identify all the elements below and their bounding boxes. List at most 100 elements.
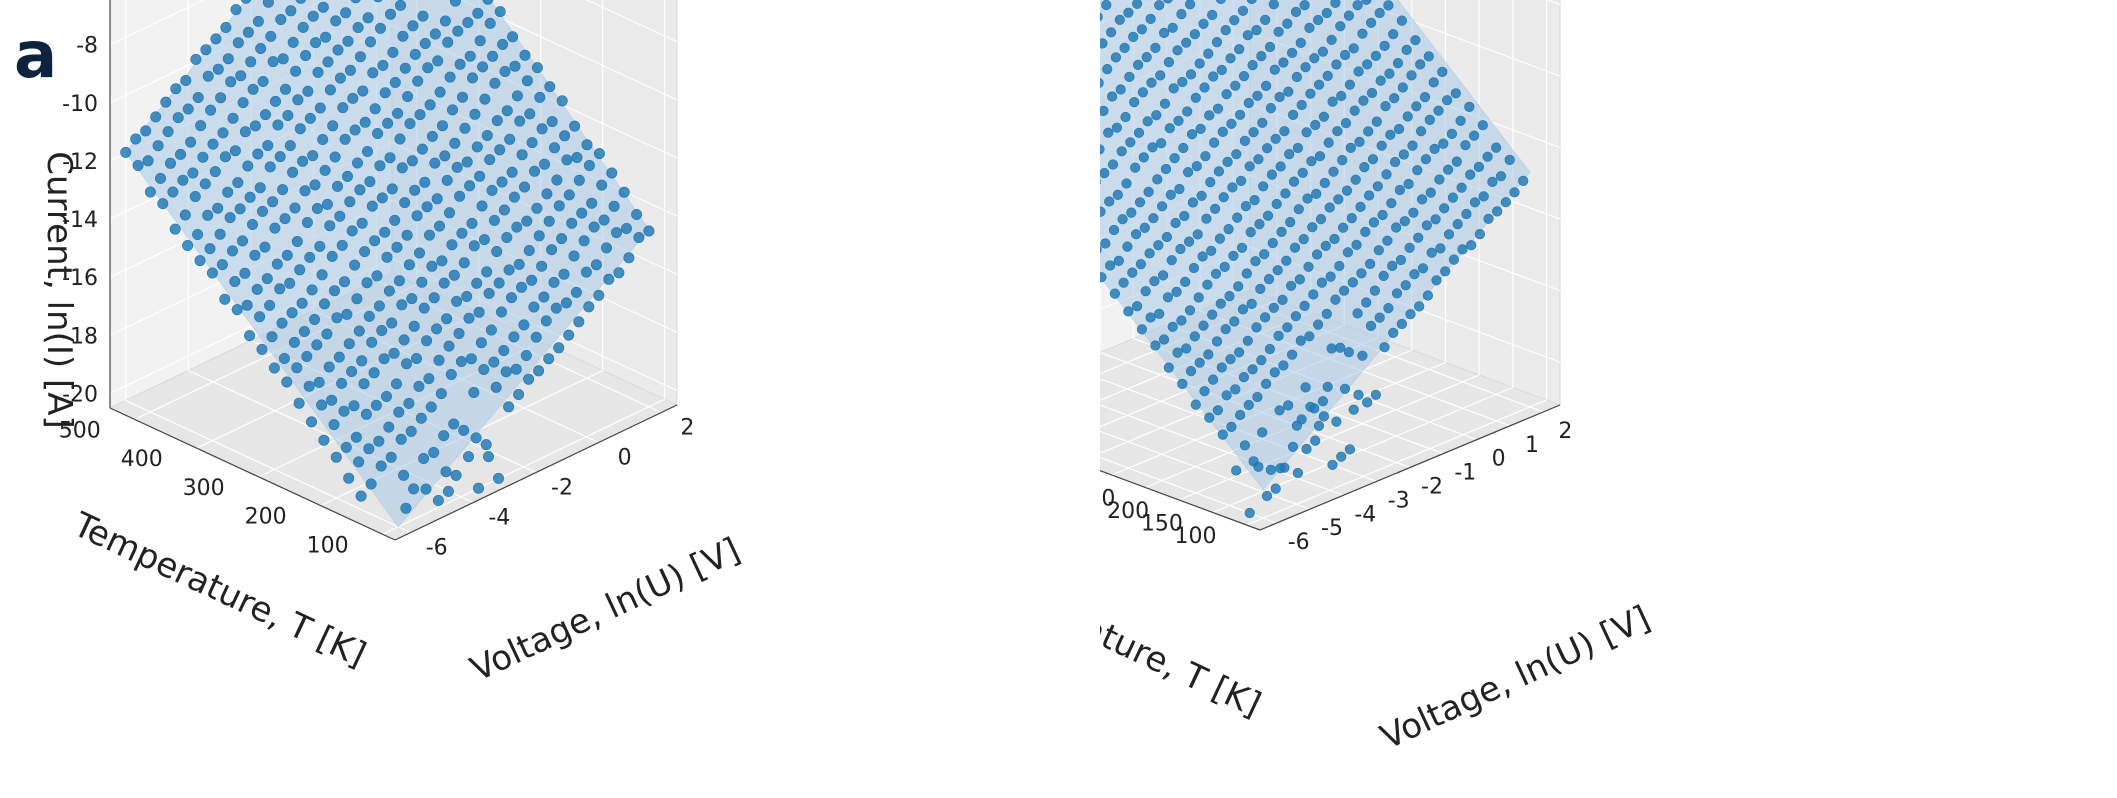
data-point	[353, 325, 365, 337]
data-point	[316, 399, 328, 411]
data-point	[553, 342, 565, 354]
data-point	[317, 1, 329, 13]
data-point	[1473, 161, 1485, 172]
y-axis-title: Temperature, T [K]	[1100, 554, 1267, 725]
data-point	[1172, 347, 1183, 358]
data-point	[1348, 43, 1359, 54]
data-point	[399, 197, 411, 209]
data-point	[1267, 237, 1278, 249]
data-point	[1382, 235, 1393, 246]
data-point	[563, 329, 575, 341]
data-point	[346, 225, 358, 237]
data-point	[470, 432, 482, 444]
y-tick-label: 200	[1107, 499, 1149, 524]
data-point	[179, 209, 191, 221]
data-point	[1279, 126, 1290, 137]
data-point	[1108, 224, 1120, 236]
data-point	[1244, 161, 1255, 172]
data-point	[1231, 465, 1242, 476]
data-point	[1171, 286, 1182, 298]
data-point	[1133, 127, 1145, 138]
data-point	[162, 126, 174, 138]
data-point	[229, 275, 241, 287]
data-point	[359, 116, 371, 128]
x-tick-label: -3	[1388, 488, 1410, 513]
data-point	[252, 15, 264, 27]
data-point	[513, 258, 525, 270]
data-point	[1492, 206, 1503, 217]
data-point	[1138, 152, 1149, 163]
data-point	[206, 267, 218, 279]
data-point	[1314, 79, 1325, 90]
data-point	[373, 0, 383, 3]
data-point	[351, 293, 363, 305]
data-point	[596, 179, 608, 191]
x-tick-label: 0	[618, 446, 632, 471]
data-point	[140, 125, 152, 137]
data-point	[296, 297, 308, 309]
gridline-voltage	[1100, 456, 1277, 524]
data-point	[1227, 182, 1238, 193]
y-axis-title: Temperature, T [K]	[66, 504, 371, 675]
data-point	[441, 174, 453, 186]
x-tick-label: 2	[680, 416, 694, 441]
data-point	[362, 12, 374, 24]
data-point	[426, 130, 438, 142]
data-point	[1450, 88, 1461, 99]
data-point	[1282, 18, 1293, 29]
data-point	[300, 49, 312, 61]
data-point	[230, 4, 242, 16]
data-point	[479, 93, 491, 105]
data-point	[285, 5, 297, 17]
data-point	[1346, 213, 1357, 224]
data-point	[337, 102, 349, 114]
data-point	[1109, 288, 1121, 299]
data-point	[1100, 245, 1102, 254]
plot-group: -6-8-10-12-14-16-18-20-6-4-2025004003002…	[39, 0, 746, 690]
data-point	[314, 240, 326, 252]
data-point	[293, 397, 305, 409]
data-point	[461, 290, 473, 302]
data-point	[1466, 240, 1477, 251]
data-point	[1375, 75, 1386, 86]
data-point	[561, 154, 573, 166]
data-point	[281, 249, 293, 261]
data-point	[481, 130, 493, 142]
data-point	[398, 469, 410, 481]
data-point	[361, 146, 373, 158]
data-point	[1283, 86, 1294, 97]
data-point	[1313, 420, 1325, 431]
data-point	[275, 14, 287, 25]
data-point	[1354, 136, 1365, 147]
data-point	[1225, 53, 1236, 64]
data-point	[254, 182, 266, 194]
data-point	[312, 66, 324, 78]
data-point	[1335, 342, 1346, 353]
data-point	[417, 10, 429, 22]
gridline-temperature	[1246, 0, 1548, 526]
data-point	[1175, 243, 1186, 255]
data-point	[578, 235, 590, 247]
data-point	[304, 112, 316, 124]
data-point	[1100, 12, 1103, 22]
gridline-voltage	[1100, 430, 1311, 510]
data-point	[1250, 256, 1261, 267]
data-point	[284, 140, 296, 152]
data-point	[1150, 42, 1161, 54]
data-point	[1289, 242, 1301, 253]
data-point	[1298, 234, 1309, 245]
data-point	[1319, 177, 1330, 189]
data-point	[1352, 0, 1363, 11]
data-point	[1322, 381, 1333, 392]
data-point	[276, 317, 288, 329]
data-point	[292, 94, 304, 106]
data-point	[1159, 98, 1171, 109]
data-point	[352, 21, 364, 33]
data-point	[1401, 44, 1412, 56]
data-point	[501, 232, 513, 244]
data-point	[1290, 6, 1302, 17]
data-point	[421, 201, 433, 213]
data-point	[269, 95, 281, 107]
data-point	[1374, 7, 1385, 19]
data-point	[259, 241, 271, 253]
